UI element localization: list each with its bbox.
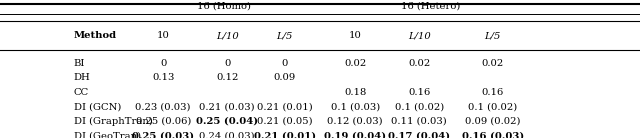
Text: 0.09: 0.09 xyxy=(274,73,296,83)
Text: 0.24 (0.03): 0.24 (0.03) xyxy=(200,131,255,138)
Text: 0.1 (0.03): 0.1 (0.03) xyxy=(331,102,380,112)
Text: 0.12: 0.12 xyxy=(216,73,238,83)
Text: 0.11 (0.03): 0.11 (0.03) xyxy=(391,117,447,126)
Text: 0.02: 0.02 xyxy=(482,59,504,68)
Text: 0: 0 xyxy=(160,59,166,68)
Text: 0: 0 xyxy=(282,59,288,68)
Text: 0.1 (0.02): 0.1 (0.02) xyxy=(468,102,517,112)
Text: BI: BI xyxy=(74,59,85,68)
Text: 0.13: 0.13 xyxy=(152,73,174,83)
Text: DI (GraphTran): DI (GraphTran) xyxy=(74,117,152,126)
Text: DH: DH xyxy=(74,73,90,83)
Text: DI (GeoTran): DI (GeoTran) xyxy=(74,131,141,138)
Text: 0.1 (0.02): 0.1 (0.02) xyxy=(395,102,444,112)
Text: 10: 10 xyxy=(157,31,170,40)
Text: 16 (Homo): 16 (Homo) xyxy=(197,2,251,11)
Text: 0.21 (0.05): 0.21 (0.05) xyxy=(257,117,312,126)
Text: 0.25 (0.04): 0.25 (0.04) xyxy=(196,117,259,126)
Text: L/10: L/10 xyxy=(408,31,431,40)
Text: CC: CC xyxy=(74,88,89,97)
Text: L/5: L/5 xyxy=(484,31,501,40)
Text: L/10: L/10 xyxy=(216,31,239,40)
Text: 0.25 (0.03): 0.25 (0.03) xyxy=(132,131,195,138)
Text: 0.02: 0.02 xyxy=(408,59,430,68)
Text: 0.18: 0.18 xyxy=(344,88,366,97)
Text: 16 (Hetero): 16 (Hetero) xyxy=(401,2,460,11)
Text: 0: 0 xyxy=(224,59,230,68)
Text: 0.23 (0.03): 0.23 (0.03) xyxy=(136,102,191,112)
Text: L/5: L/5 xyxy=(276,31,293,40)
Text: 0.25 (0.06): 0.25 (0.06) xyxy=(136,117,191,126)
Text: 0.12 (0.03): 0.12 (0.03) xyxy=(328,117,383,126)
Text: 0.21 (0.01): 0.21 (0.01) xyxy=(253,131,316,138)
Text: 0.19 (0.04): 0.19 (0.04) xyxy=(324,131,387,138)
Text: 0.16: 0.16 xyxy=(408,88,430,97)
Text: 0.02: 0.02 xyxy=(344,59,366,68)
Text: 10: 10 xyxy=(349,31,362,40)
Text: Method: Method xyxy=(74,31,116,40)
Text: DI (GCN): DI (GCN) xyxy=(74,102,121,112)
Text: 0.17 (0.04): 0.17 (0.04) xyxy=(388,131,451,138)
Text: 0.09 (0.02): 0.09 (0.02) xyxy=(465,117,520,126)
Text: 0.16: 0.16 xyxy=(482,88,504,97)
Text: 0.21 (0.03): 0.21 (0.03) xyxy=(200,102,255,112)
Text: 0.21 (0.01): 0.21 (0.01) xyxy=(257,102,313,112)
Text: 0.16 (0.03): 0.16 (0.03) xyxy=(461,131,524,138)
